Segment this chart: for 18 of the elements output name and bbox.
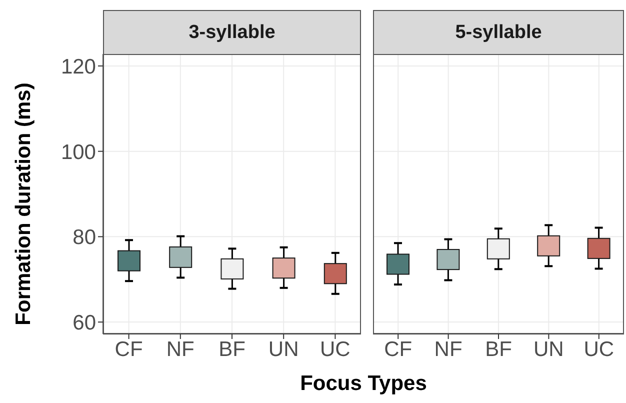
x-tick-label: BF <box>218 338 246 361</box>
x-tick-label: BF <box>485 338 512 361</box>
x-tick-label: CF <box>114 338 143 361</box>
x-tick-label: NF <box>166 338 194 361</box>
x-tick-label: NF <box>434 338 462 361</box>
x-tick-label: UC <box>320 338 350 361</box>
x-tick-label: UN <box>534 338 564 361</box>
chart-title: 3-syllable <box>188 22 276 44</box>
y-axis-title: Formation duration (ms) <box>12 82 36 326</box>
y-tick-label: 80 <box>72 226 96 250</box>
x-tick-label: UN <box>268 338 299 361</box>
y-tick-label: 60 <box>72 312 96 335</box>
y-tick-label: 100 <box>60 140 96 164</box>
x-tick-label: UC <box>584 338 614 361</box>
x-tick-label: CF <box>384 338 412 361</box>
x-axis-title: Focus Types <box>299 372 428 396</box>
chart-title: 5-syllable <box>455 22 542 44</box>
y-tick-label: 120 <box>60 55 96 78</box>
